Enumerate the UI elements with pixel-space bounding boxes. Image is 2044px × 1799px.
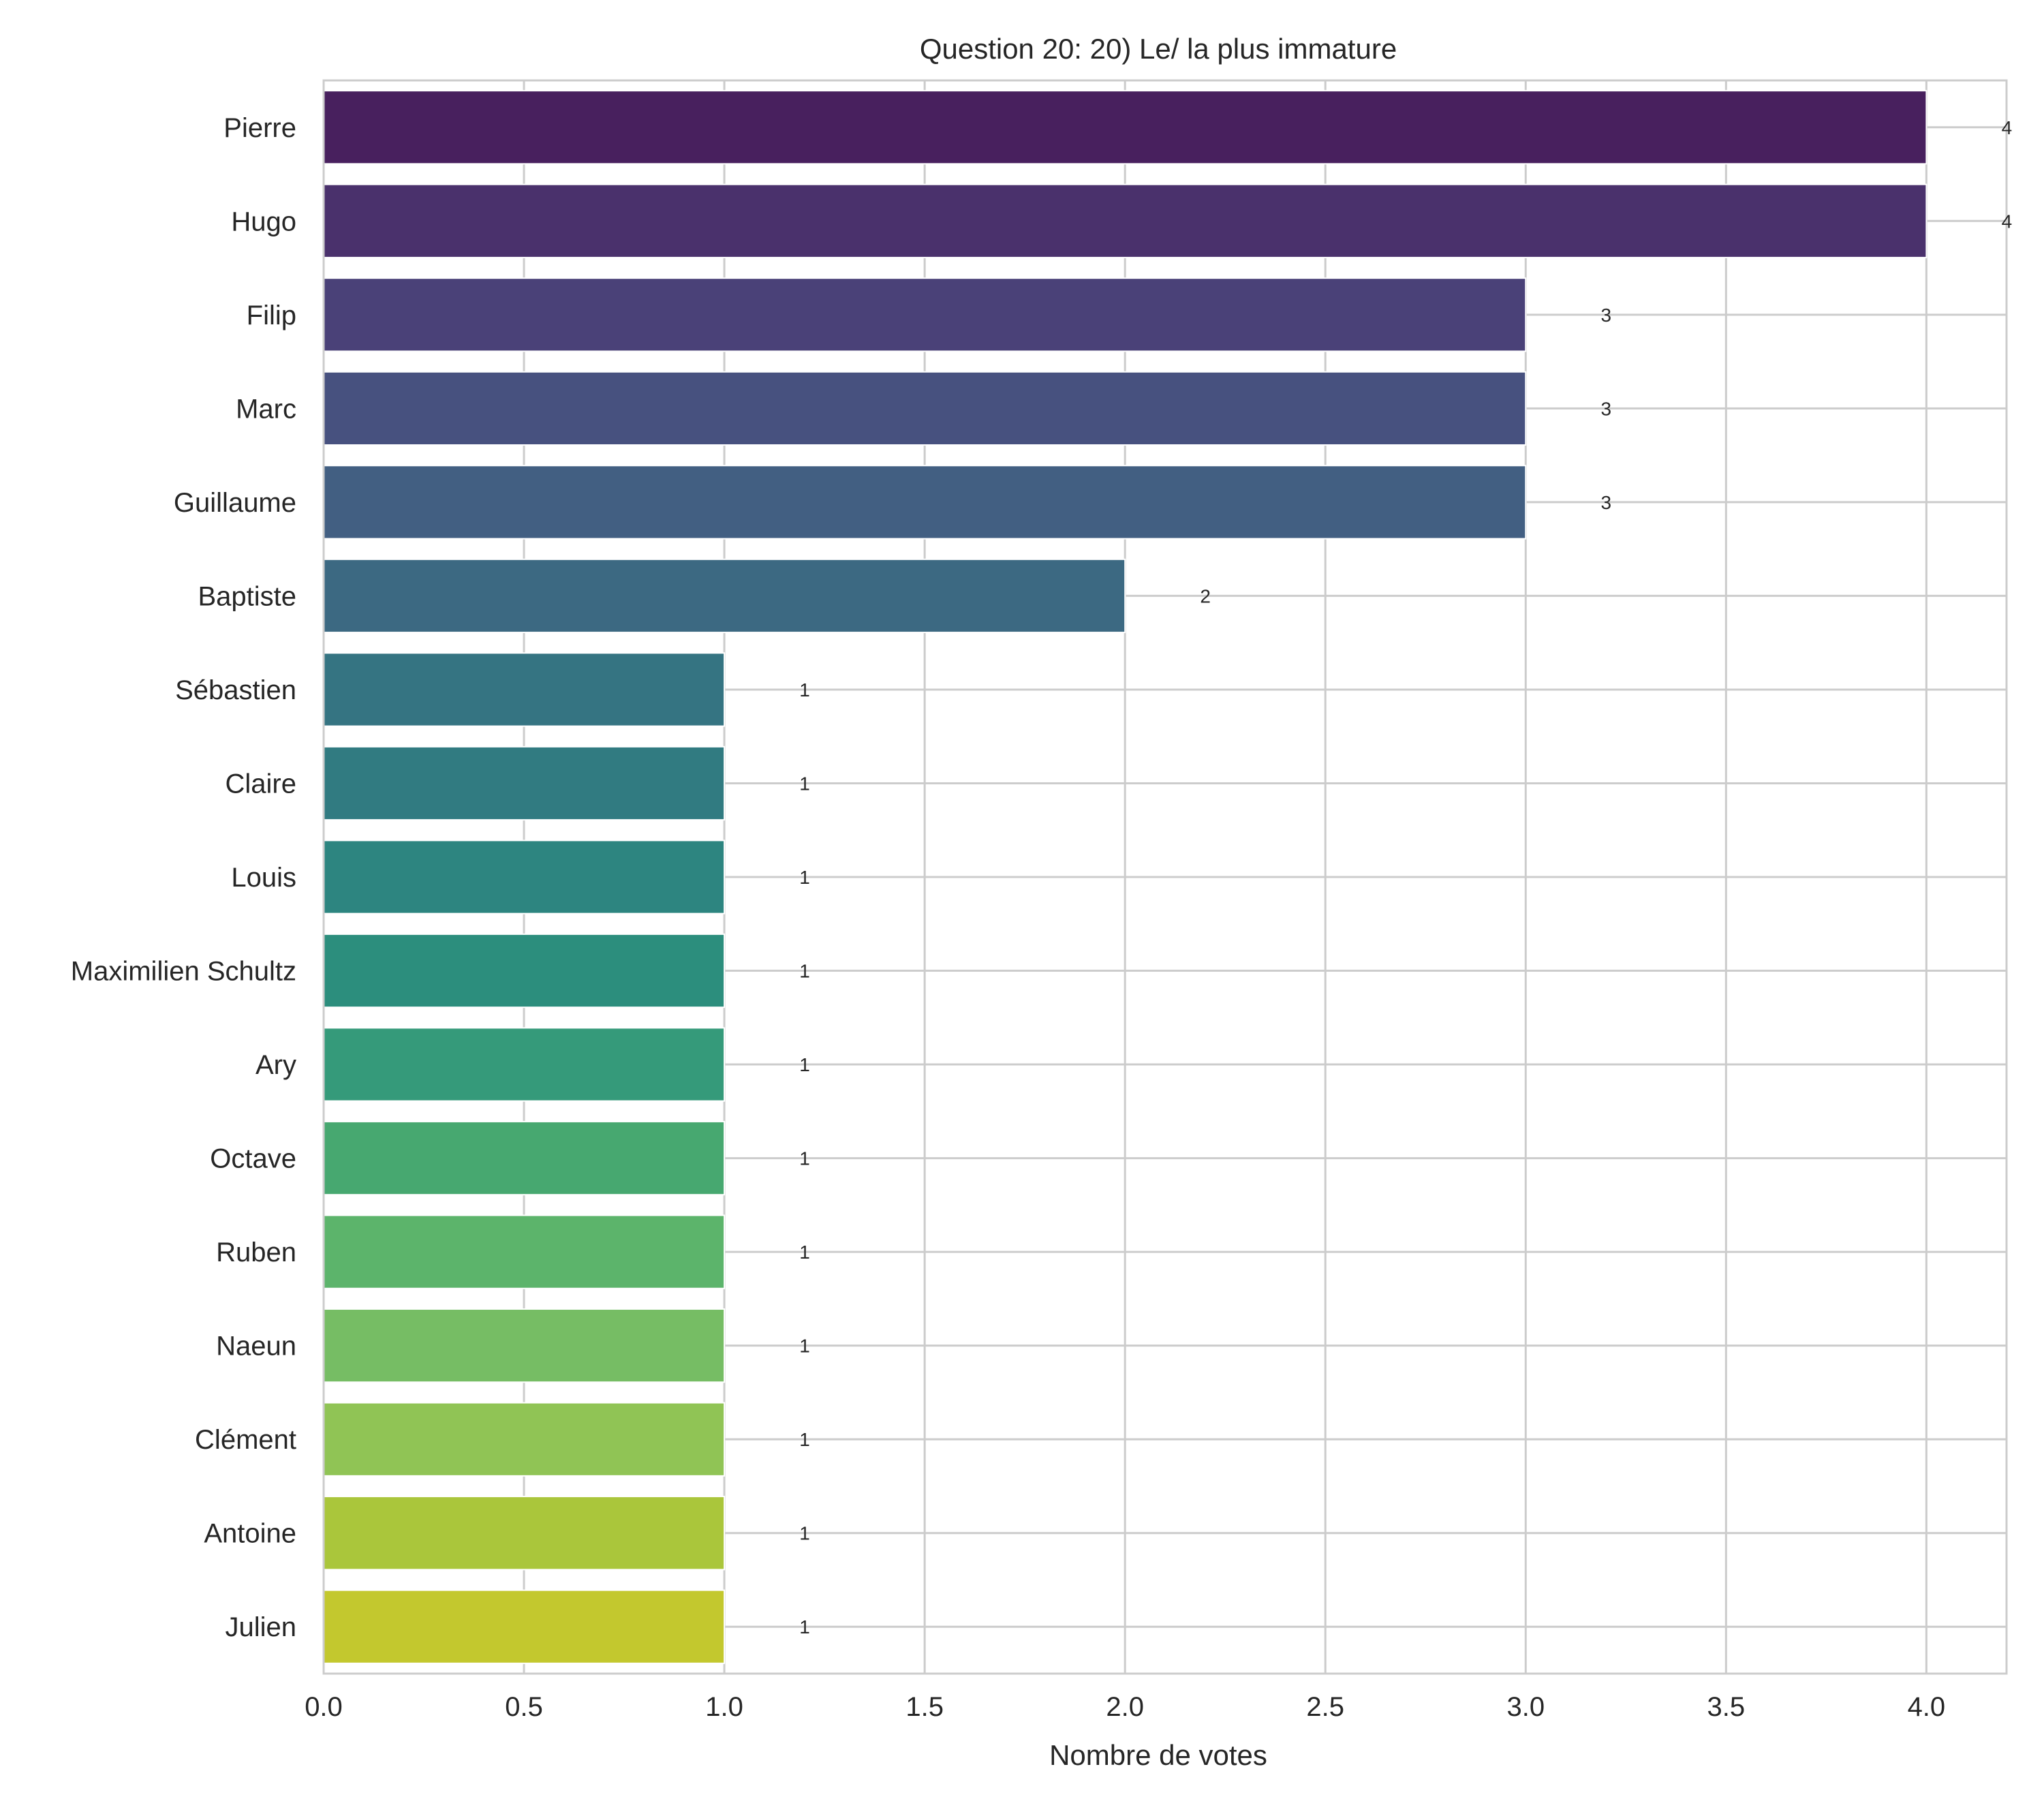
x-tick-label: 1.5: [905, 1692, 944, 1722]
y-tick-label: Maximilien Schultz: [71, 957, 296, 987]
bar: [323, 371, 1527, 446]
bar: [323, 465, 1527, 540]
y-tick-label: Guillaume: [174, 488, 296, 518]
bars: [323, 90, 1927, 1664]
y-tick-label: Octave: [210, 1144, 296, 1174]
bar: [323, 1589, 726, 1664]
bar: [323, 1027, 726, 1102]
y-tick-label: Naeun: [216, 1332, 296, 1362]
x-tick-label: 1.0: [705, 1692, 743, 1722]
x-tick-label: 3.0: [1506, 1692, 1545, 1722]
bar-value-label: 2: [1200, 585, 1211, 606]
bar: [323, 90, 1927, 165]
y-tick-label: Ary: [256, 1050, 296, 1080]
bar-value-label: 1: [799, 1429, 810, 1450]
y-tick-label: Hugo: [231, 206, 296, 236]
bar-value-label: 1: [799, 961, 810, 982]
bar-value-label: 4: [2002, 117, 2013, 138]
y-tick-label: Baptiste: [198, 581, 296, 611]
plot-frame: [322, 79, 2008, 1675]
y-tick-label: Julien: [225, 1612, 296, 1642]
bar-value-label: 3: [1600, 305, 1611, 326]
y-tick-label: Antoine: [204, 1519, 296, 1549]
bar-value-label: 1: [799, 679, 810, 701]
bar: [323, 1496, 726, 1571]
bar: [323, 277, 1527, 352]
bar-value-label: 1: [799, 1148, 810, 1169]
y-tick-label: Louis: [231, 863, 296, 893]
bar: [323, 652, 726, 727]
bar-value-label: 3: [1600, 492, 1611, 513]
bar-value-label: 4: [2002, 211, 2013, 232]
bar: [323, 745, 726, 821]
bar-value-label: 3: [1600, 398, 1611, 419]
bar: [323, 840, 726, 914]
bar: [323, 933, 726, 1009]
labels: 0.0 0.5 1.0 1.5 2.0 2.5 3.0 3.5 4.0 Pierre 4 Hugo 4 F…: [71, 113, 2012, 1722]
y-tick-label: Pierre: [223, 113, 296, 143]
bar-value-label: 1: [799, 1523, 810, 1544]
y-tick-label: Filip: [247, 301, 296, 330]
bar: [323, 183, 1927, 258]
bar: [323, 1308, 726, 1383]
bar-value-label: 1: [799, 1616, 810, 1637]
x-axis-title: Nombre de votes: [1049, 1739, 1267, 1771]
bar-value-label: 1: [799, 867, 810, 888]
bar: [323, 1214, 726, 1289]
bar: [323, 1402, 726, 1477]
bar-value-label: 1: [799, 1336, 810, 1357]
x-tick-label: 0.5: [505, 1692, 543, 1722]
bar: [323, 1120, 726, 1196]
y-tick-label: Sébastien: [175, 675, 296, 705]
bar-value-label: 1: [799, 1054, 810, 1075]
x-tick-label: 3.5: [1707, 1692, 1746, 1722]
bar: [323, 558, 1126, 634]
x-tick-label: 2.5: [1306, 1692, 1344, 1722]
x-tick-label: 4.0: [1908, 1692, 1946, 1722]
y-tick-label: Marc: [236, 394, 296, 424]
bar-value-label: 1: [799, 773, 810, 794]
y-tick-label: Ruben: [216, 1237, 296, 1267]
y-tick-label: Claire: [226, 769, 296, 799]
x-tick-label: 2.0: [1106, 1692, 1144, 1722]
chart-title: Question 20: 20) Le/ la plus immature: [920, 33, 1397, 65]
x-tick-label: 0.0: [305, 1692, 343, 1722]
bar-value-label: 1: [799, 1242, 810, 1263]
y-tick-label: Clément: [195, 1425, 296, 1455]
